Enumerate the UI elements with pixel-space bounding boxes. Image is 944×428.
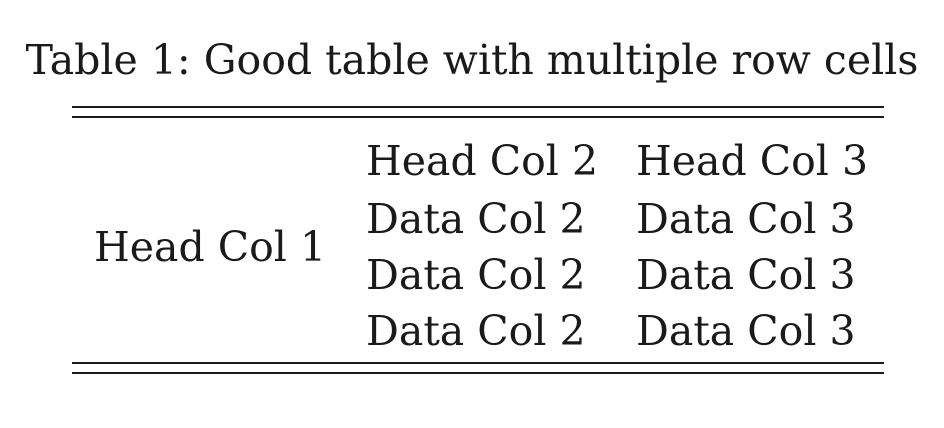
table-caption: Table 1: Good table with multiple row ce… xyxy=(25,36,919,84)
table-cell-row3-col2: Data Col 2 xyxy=(366,307,586,355)
table-cell-row1-col3: Data Col 3 xyxy=(636,195,856,243)
table-cell-row1-col2: Data Col 2 xyxy=(366,195,586,243)
table-cell-row2-col3: Data Col 3 xyxy=(636,251,856,299)
table-cell-row3-col3: Data Col 3 xyxy=(636,307,856,355)
merged-head-cell: Head Col 1 xyxy=(94,223,327,271)
table-cell-row0-col3: Head Col 3 xyxy=(636,137,869,185)
top-rule-upper xyxy=(72,106,884,108)
bottom-rule-lower xyxy=(72,372,884,374)
table-cell-row2-col2: Data Col 2 xyxy=(366,251,586,299)
bottom-rule-upper xyxy=(72,362,884,364)
top-rule-lower xyxy=(72,116,884,118)
table-cell-row0-col2: Head Col 2 xyxy=(366,137,599,185)
